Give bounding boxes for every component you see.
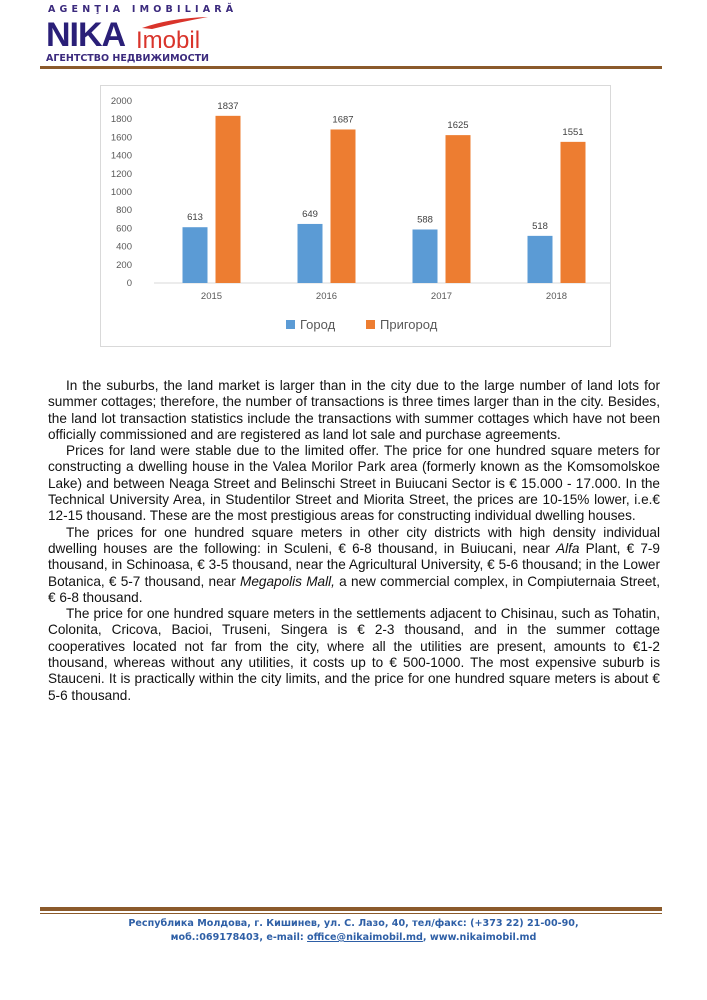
- website-link[interactable]: www.nikaimobil.md: [429, 932, 537, 943]
- footer-separator: ,: [422, 932, 430, 943]
- bar-city: [182, 227, 208, 283]
- bar-suburb: [560, 141, 586, 283]
- y-tick-label: 0: [127, 278, 132, 289]
- y-tick-label: 200: [116, 260, 132, 271]
- y-tick-label: 2000: [111, 96, 132, 107]
- paragraph-text: a new commercial complex, in Compiuterna…: [48, 573, 660, 605]
- logo-top-text: AGENŢIA IMOBILIARĂ: [48, 4, 238, 15]
- x-tick-label: 2016: [316, 291, 337, 302]
- data-label: 649: [302, 209, 318, 220]
- footer-contacts: моб.:069178403, e-mail: office@nikaimobi…: [0, 932, 707, 943]
- logo-imobil-text: Imobil: [136, 27, 201, 54]
- y-tick-label: 1800: [111, 114, 132, 125]
- company-logo: AGENŢIA IMOBILIARĂ NIKA Imobil АГЕНТСТВО…: [44, 2, 244, 66]
- data-label: 613: [187, 212, 203, 223]
- body-text: In the suburbs, the land market is large…: [48, 378, 660, 704]
- y-tick-label: 1000: [111, 187, 132, 198]
- paragraph: The prices for one hundred square meters…: [48, 525, 660, 606]
- email-link[interactable]: office@nikaimobil.md: [307, 932, 423, 943]
- bar-chart: 0 200 400 600 800 1000 1200 1400 1600 1800 2000 201…: [100, 85, 614, 347]
- data-label: 518: [532, 221, 548, 232]
- x-tick-label: 2015: [201, 291, 222, 302]
- footer-divider-thin: [40, 913, 662, 914]
- y-tick-label: 1600: [111, 132, 132, 143]
- paragraph-italic: Megapolis Mall,: [240, 573, 335, 589]
- y-tick-label: 1200: [111, 169, 132, 180]
- logo-bottom-text: АГЕНТСТВО НЕДВИЖИМОСТИ: [46, 53, 210, 64]
- bar-city: [527, 235, 553, 283]
- legend-label: Пригород: [380, 317, 438, 332]
- y-tick-label: 400: [116, 242, 132, 253]
- data-label: 1837: [217, 101, 238, 112]
- x-tick-label: 2018: [546, 291, 567, 302]
- paragraph-text: The prices for one hundred square meters…: [48, 524, 660, 556]
- y-tick-label: 600: [116, 223, 132, 234]
- paragraph: Prices for land were stable due to the l…: [48, 443, 660, 524]
- logo-nika-text: NIKA: [46, 16, 126, 54]
- paragraph: The price for one hundred square meters …: [48, 606, 660, 703]
- data-label: 1551: [562, 127, 583, 138]
- footer-divider: [40, 907, 662, 911]
- bar-city: [297, 223, 323, 283]
- data-label: 588: [417, 214, 433, 225]
- bar-suburb: [215, 115, 241, 283]
- y-tick-label: 1400: [111, 151, 132, 162]
- paragraph-text: Plant, € 7-9 thousand, in Schinoasa, € 3…: [48, 540, 660, 589]
- footer-address: Республика Молдова, г. Кишинев, ул. С. Л…: [128, 918, 579, 929]
- x-tick-label: 2017: [431, 291, 452, 302]
- paragraph-italic: Alfa: [556, 540, 580, 556]
- legend-swatch: [366, 320, 375, 329]
- data-label: 1625: [447, 120, 468, 131]
- bar-city: [412, 229, 438, 283]
- bar-suburb: [330, 129, 356, 283]
- footer-phone: моб.:069178403, e-mail:: [170, 932, 308, 943]
- logo-swoosh-icon: [142, 17, 208, 29]
- data-label: 1687: [332, 114, 353, 125]
- bar-suburb: [445, 135, 471, 283]
- chart-svg: 0 200 400 600 800 1000 1200 1400 1600 1800 2000 201…: [111, 96, 614, 332]
- legend-label: Город: [300, 317, 336, 332]
- paragraph: In the suburbs, the land market is large…: [48, 378, 660, 442]
- legend-swatch: [286, 320, 295, 329]
- y-tick-label: 800: [116, 205, 132, 216]
- header-divider: [40, 66, 662, 69]
